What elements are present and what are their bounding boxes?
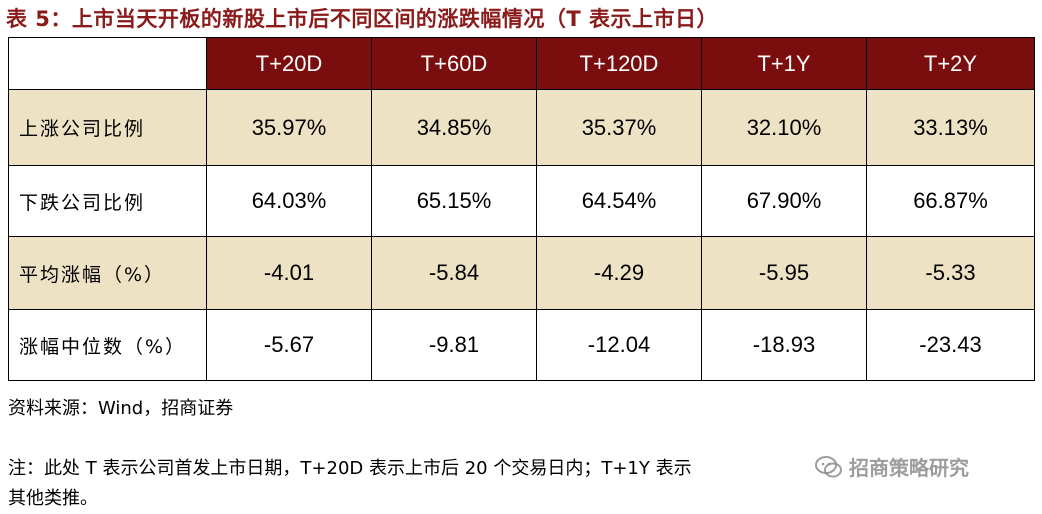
table-cell: -5.95: [701, 236, 867, 310]
table-cell: 35.37%: [536, 89, 702, 166]
row-label: 平均涨幅（%）: [8, 236, 207, 310]
row-label: 涨幅中位数（%）: [8, 309, 207, 381]
table-cell: 32.10%: [701, 89, 867, 166]
table-cell: -5.67: [206, 309, 372, 381]
table-cell: 66.87%: [866, 165, 1035, 237]
table-cell: 67.90%: [701, 165, 867, 237]
table-cell: -9.81: [371, 309, 537, 381]
table-cell: 65.15%: [371, 165, 537, 237]
footnote-line: 其他类推。: [8, 488, 98, 509]
table-cell: 33.13%: [866, 89, 1035, 166]
column-header: T+20D: [206, 37, 372, 90]
table-cell: -5.33: [866, 236, 1035, 310]
column-header: T+1Y: [701, 37, 867, 90]
table-cell: -5.84: [371, 236, 537, 310]
table-cell: 64.03%: [206, 165, 372, 237]
source-note: 资料来源：Wind，招商证券: [8, 398, 234, 419]
data-table: T+20D T+60D T+120D T+1Y T+2Y 上涨公司比例 35.9…: [8, 37, 1035, 381]
footnote: 注：此处 T 表示公司首发上市日期，T+20D 表示上市后 20 个交易日内；T…: [8, 454, 1008, 514]
table-cell: 64.54%: [536, 165, 702, 237]
table-cell: -4.29: [536, 236, 702, 310]
table-cell: -12.04: [536, 309, 702, 381]
table-row: 平均涨幅（%） -4.01 -5.84 -4.29 -5.95 -5.33: [8, 236, 1035, 310]
watermark: 招商策略研究: [815, 452, 969, 481]
table-cell: 34.85%: [371, 89, 537, 166]
column-header: T+60D: [371, 37, 537, 90]
table-cell: -4.01: [206, 236, 372, 310]
table-cell: -18.93: [701, 309, 867, 381]
wechat-icon: [815, 455, 843, 478]
watermark-text: 招商策略研究: [849, 456, 969, 480]
header-row: T+20D T+60D T+120D T+1Y T+2Y: [8, 37, 1035, 90]
footnote-line: 注：此处 T 表示公司首发上市日期，T+20D 表示上市后 20 个交易日内；T…: [8, 458, 692, 479]
column-header: T+2Y: [866, 37, 1035, 90]
table-title: 表 5：上市当天开板的新股上市后不同区间的涨跌幅情况（T 表示上市日）: [6, 7, 719, 31]
column-header: T+120D: [536, 37, 702, 90]
table-row: 涨幅中位数（%） -5.67 -9.81 -12.04 -18.93 -23.4…: [8, 309, 1035, 381]
corner-cell: [8, 37, 207, 90]
row-label: 上涨公司比例: [8, 89, 207, 166]
table-cell: 35.97%: [206, 89, 372, 166]
row-label: 下跌公司比例: [8, 165, 207, 237]
table-row: 上涨公司比例 35.97% 34.85% 35.37% 32.10% 33.13…: [8, 89, 1035, 166]
table-cell: -23.43: [866, 309, 1035, 381]
table-row: 下跌公司比例 64.03% 65.15% 64.54% 67.90% 66.87…: [8, 165, 1035, 237]
